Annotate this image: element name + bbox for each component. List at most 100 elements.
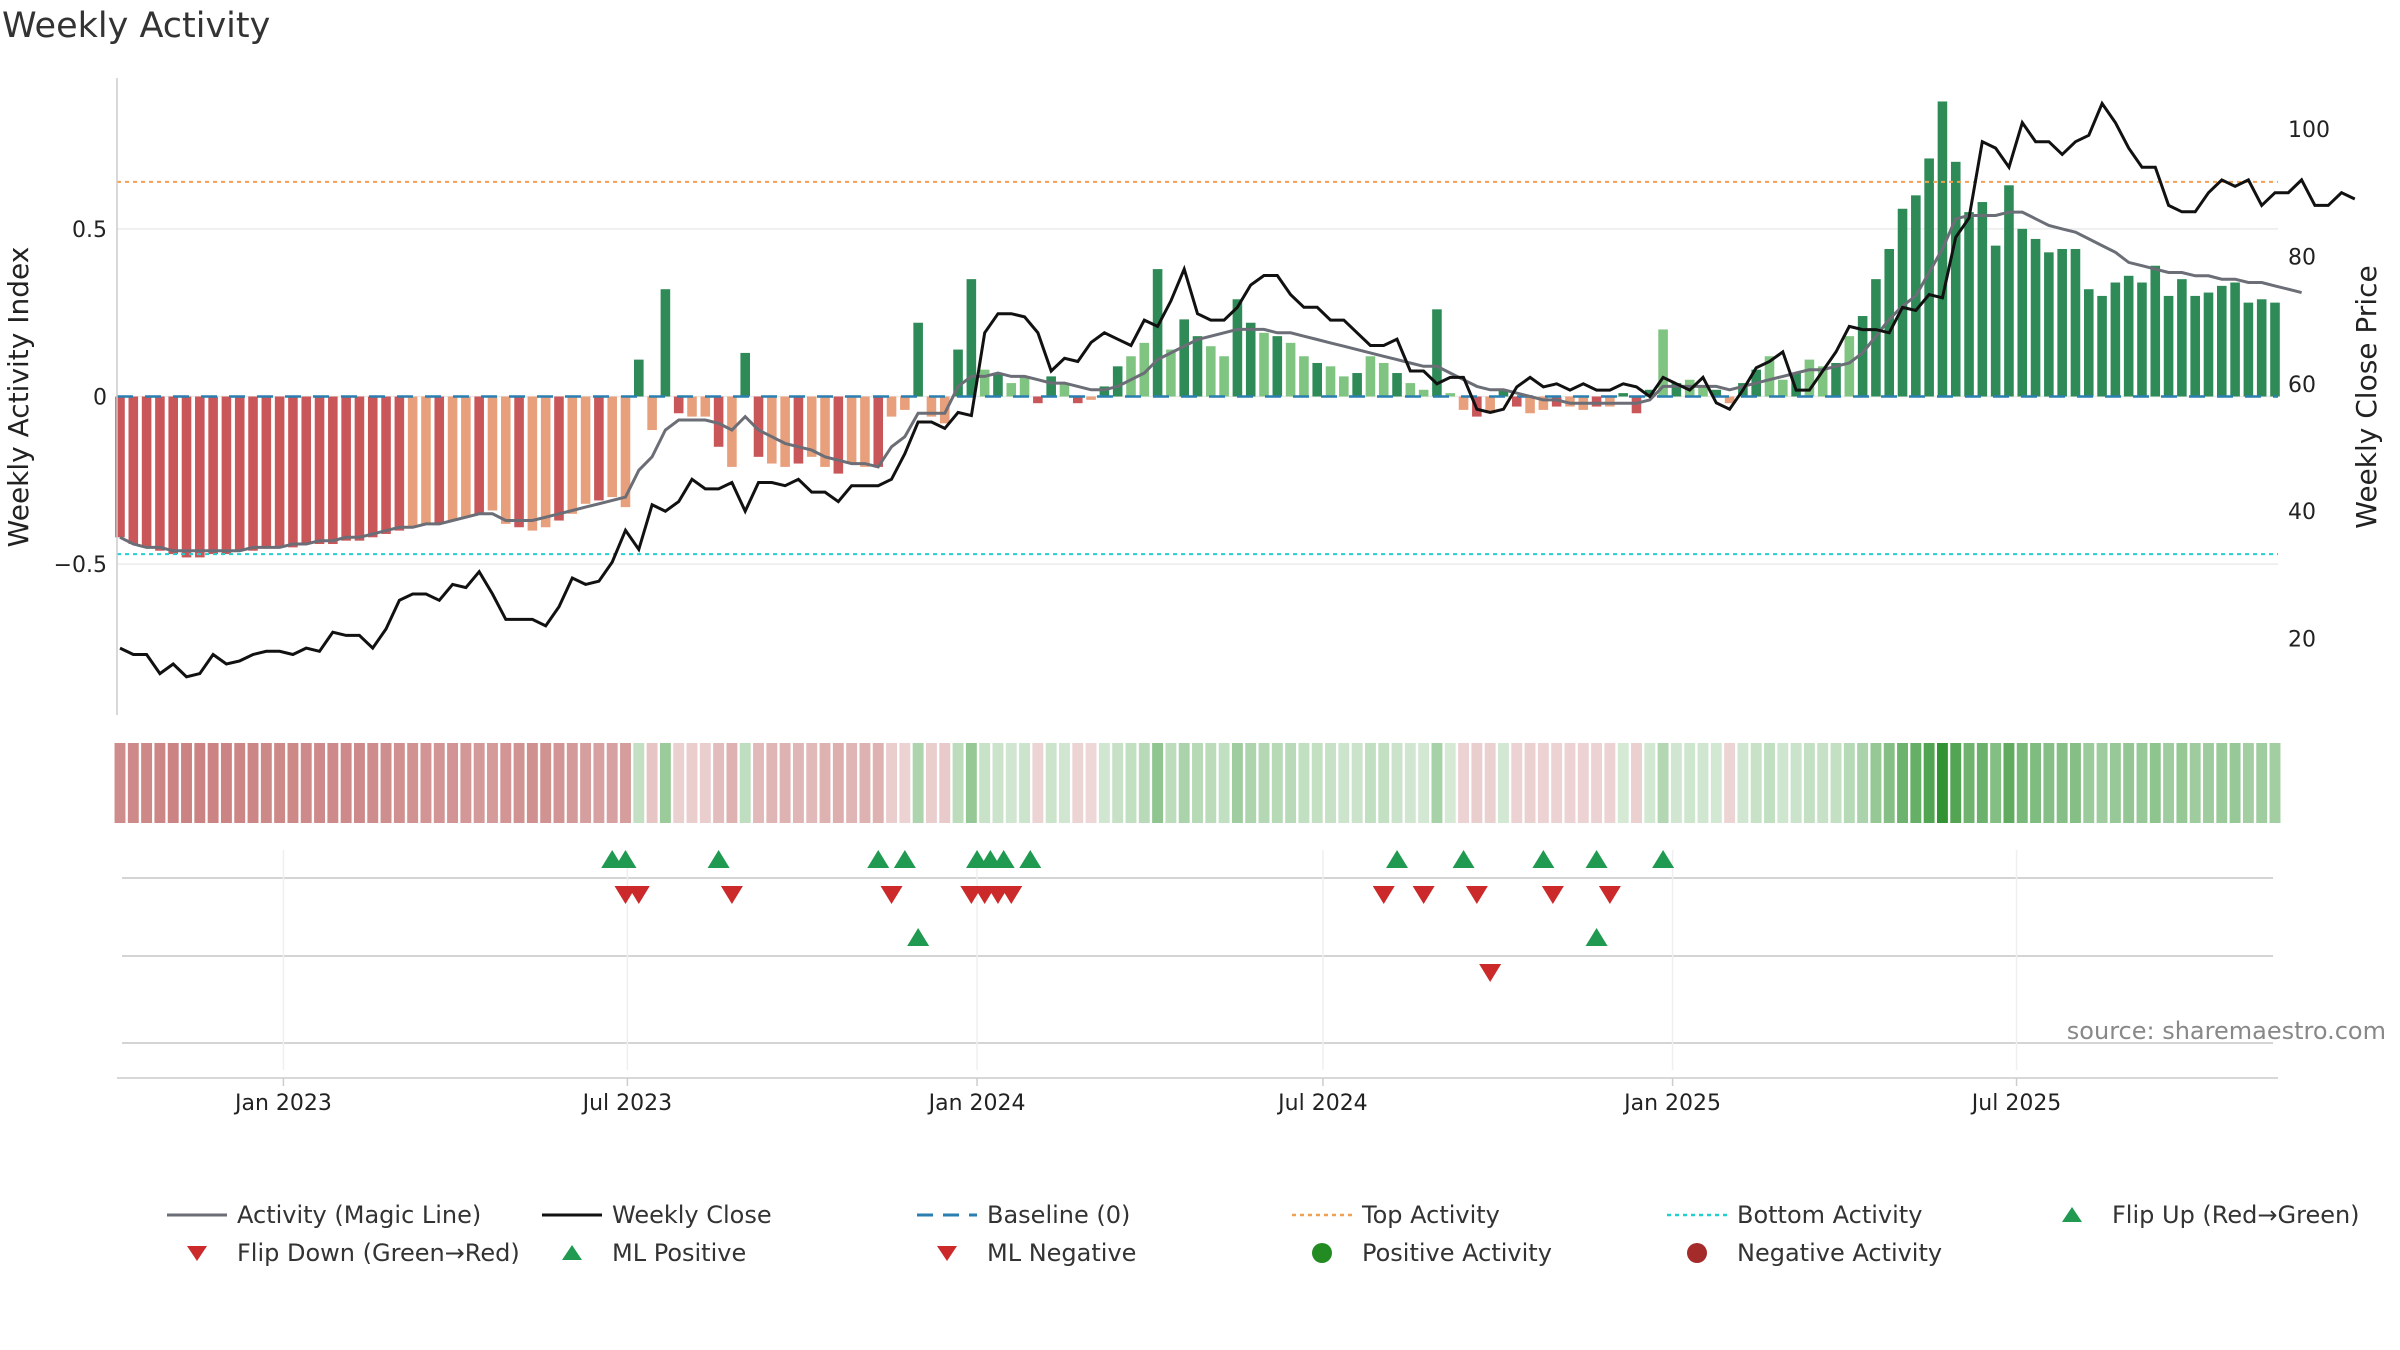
legend-item: Top Activity — [1290, 1200, 1500, 1230]
heat-cell — [1963, 743, 1975, 823]
activity-bar — [1791, 373, 1801, 397]
flip-up-marker — [1386, 850, 1409, 868]
activity-bars — [115, 101, 2280, 558]
activity-bar — [673, 396, 684, 414]
activity-bar — [1538, 396, 1549, 410]
activity-bar — [434, 396, 445, 524]
heat-cell — [1617, 743, 1629, 823]
flip-down-marker — [1598, 886, 1621, 904]
legend-item: Flip Up (Red→Green) — [2040, 1200, 2360, 1230]
activity-bar — [115, 396, 125, 538]
activity-bar — [394, 396, 405, 531]
legend-label: Weekly Close — [612, 1201, 772, 1229]
legend-item: Baseline (0) — [915, 1200, 1130, 1230]
activity-bar — [234, 396, 245, 551]
heat-cell — [487, 743, 498, 823]
activity-bar — [1964, 212, 1974, 397]
heat-cell — [1803, 743, 1815, 823]
activity-bar — [181, 396, 192, 558]
heat-cell — [553, 743, 565, 823]
flip-down-marker — [720, 886, 743, 904]
heat-cell — [1697, 743, 1709, 823]
heat-cell — [2043, 743, 2055, 823]
activity-bar — [1259, 332, 1269, 397]
activity-bar — [248, 396, 258, 551]
heat-cell — [1152, 743, 1164, 823]
activity-bar — [2070, 248, 2081, 397]
heat-cell — [1192, 743, 1203, 823]
heat-cell — [2083, 743, 2095, 823]
heat-cell — [1138, 743, 1150, 823]
heat-cell — [1631, 743, 1642, 823]
legend-label: Baseline (0) — [987, 1201, 1131, 1229]
activity-bar — [554, 396, 564, 521]
activity-bar — [620, 396, 631, 508]
legend-label: Top Activity — [1362, 1201, 1500, 1229]
legend-label: Activity (Magic Line) — [237, 1201, 482, 1229]
activity-bar — [1897, 208, 1908, 397]
heat-cell — [1537, 743, 1549, 823]
activity-bar — [846, 396, 857, 464]
activity-bar — [168, 396, 178, 555]
y-axis-right-label: Weekly Close Price — [2350, 265, 2383, 528]
heat-cell — [207, 743, 219, 823]
heat-cell — [220, 743, 232, 823]
legend-label: Flip Down (Green→Red) — [237, 1239, 520, 1267]
activity-bar — [1126, 356, 1136, 397]
heat-cell — [1551, 743, 1563, 823]
heat-cell — [1817, 743, 1829, 823]
heat-cell — [1404, 743, 1416, 823]
heat-cell — [141, 743, 153, 823]
x-tick-label: Jul 2025 — [1970, 1091, 2062, 1116]
heat-cell — [713, 743, 725, 823]
y-right-tick-label: 60 — [2288, 373, 2316, 398]
heat-cell — [792, 743, 804, 823]
heat-cell — [154, 743, 166, 823]
activity-bar — [1724, 396, 1735, 404]
heat-cell — [593, 743, 605, 823]
activity-bar — [2044, 252, 2054, 397]
heat-cell — [2256, 743, 2268, 823]
activity-bar — [381, 396, 391, 534]
activity-bar — [1618, 393, 1628, 397]
heat-cell — [340, 743, 352, 823]
activity-bar — [354, 396, 365, 541]
activity-bar — [1831, 362, 1841, 397]
activity-bar — [1445, 393, 1456, 397]
y-right-tick-label: 100 — [2288, 118, 2330, 143]
activity-bar — [1525, 396, 1535, 414]
activity-bar — [1605, 396, 1615, 407]
heat-cell — [1045, 743, 1057, 823]
activity-bar — [1006, 383, 1017, 397]
heat-cell — [832, 743, 844, 823]
axes: 0.5 0 −0.5 20 40 60 80 100 Jan 2023 Jul 2023 Jan 2… — [54, 78, 2330, 1116]
legend-item: Weekly Close — [540, 1200, 772, 1230]
heat-cell — [167, 743, 179, 823]
heat-cell — [1364, 743, 1376, 823]
activity-bar — [886, 396, 897, 417]
heat-cell — [1484, 743, 1496, 823]
heat-cell — [1910, 743, 1922, 823]
activity-bar — [1884, 248, 1895, 397]
heat-cell — [1657, 743, 1669, 823]
activity-bar — [208, 396, 218, 555]
legend-swatch-weekly-close — [542, 1213, 602, 1217]
event-tracks — [122, 850, 2273, 1070]
heat-cell — [1005, 743, 1017, 823]
heat-cell — [779, 743, 791, 823]
heat-cell — [1843, 743, 1855, 823]
heat-cell — [1870, 743, 1882, 823]
activity-bar — [2203, 292, 2214, 397]
legend-swatch-top-activity — [1292, 1213, 1352, 1217]
heat-cell — [1710, 743, 1722, 823]
legend-label: Positive Activity — [1362, 1239, 1552, 1267]
activity-bar — [1631, 396, 1642, 414]
activity-bar — [1924, 158, 1934, 397]
legend-item: Bottom Activity — [1665, 1200, 1922, 1230]
activity-bar — [1644, 389, 1655, 397]
activity-bar — [913, 322, 923, 397]
activity-bar — [474, 396, 484, 514]
activity-bar — [1405, 383, 1416, 397]
activity-bar — [1072, 396, 1083, 404]
legend-item: Positive Activity — [1290, 1238, 1552, 1268]
